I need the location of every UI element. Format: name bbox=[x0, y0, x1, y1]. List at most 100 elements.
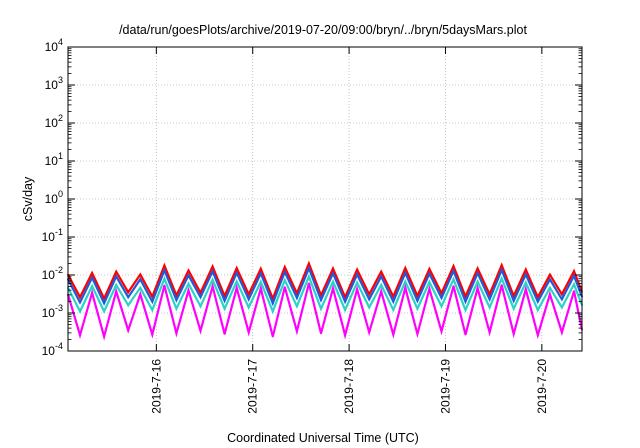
series-4-point bbox=[332, 287, 334, 290]
chart-title: /data/run/goesPlots/archive/2019-07-20/0… bbox=[119, 23, 527, 37]
series-4-point bbox=[392, 333, 395, 336]
series-1-point bbox=[139, 273, 142, 276]
series-2-point bbox=[548, 278, 551, 281]
series-4-point bbox=[536, 334, 539, 337]
series-1-point bbox=[308, 262, 310, 265]
series-3-point bbox=[392, 309, 395, 311]
series-4-point bbox=[440, 330, 443, 333]
series-4-point bbox=[115, 290, 118, 293]
series-2-point bbox=[380, 275, 383, 278]
series-1-point bbox=[452, 265, 455, 268]
series-3-point bbox=[127, 304, 130, 307]
series-3-point bbox=[187, 282, 190, 285]
series-1-line bbox=[67, 260, 584, 302]
y-tick-label: 10-3 bbox=[42, 303, 63, 320]
series-1-point bbox=[561, 293, 563, 296]
series-4-point bbox=[428, 288, 431, 290]
series-1-point bbox=[404, 267, 407, 269]
series-4-point bbox=[488, 331, 491, 334]
series-3-point bbox=[440, 305, 443, 308]
series-4-point bbox=[223, 333, 226, 335]
series-4-point bbox=[283, 286, 286, 289]
x-axis-label: Coordinated Universal Time (UTC) bbox=[227, 431, 419, 445]
series-2-point bbox=[428, 272, 431, 275]
series-3-point bbox=[295, 305, 298, 308]
series-3-point bbox=[271, 310, 274, 313]
series-3-point bbox=[452, 278, 455, 281]
y-axis-label: cSv/day bbox=[21, 176, 35, 221]
series-2-point bbox=[308, 267, 310, 270]
x-tick-label: 2019-7-16 bbox=[149, 359, 163, 414]
series-4-point bbox=[199, 329, 202, 332]
series-1-point bbox=[283, 266, 286, 269]
series-3-point bbox=[332, 280, 334, 283]
series-1-point bbox=[247, 293, 250, 296]
series-4-point bbox=[320, 332, 322, 335]
series-2-point bbox=[175, 299, 178, 301]
series-2-point bbox=[416, 299, 419, 302]
series-4-line bbox=[66, 282, 584, 341]
series-1-point bbox=[235, 267, 238, 269]
series-3-point bbox=[247, 306, 250, 309]
series-4-point bbox=[308, 282, 310, 285]
series-2-point bbox=[332, 272, 334, 275]
series-3-point bbox=[512, 307, 515, 310]
series-1-point bbox=[151, 295, 154, 298]
series-3-point bbox=[163, 277, 166, 280]
series-4-point bbox=[127, 329, 130, 332]
series-3-point bbox=[500, 277, 503, 280]
series-3-point bbox=[175, 307, 178, 310]
series-1-point bbox=[476, 267, 479, 270]
series-2-point bbox=[283, 270, 286, 273]
series-3-point bbox=[368, 306, 371, 309]
series-2-point bbox=[139, 278, 142, 281]
series-4-point bbox=[187, 289, 190, 292]
series-2-point bbox=[247, 298, 250, 301]
series-2-point bbox=[344, 300, 346, 303]
series-1-point bbox=[548, 273, 551, 276]
series-1-point bbox=[295, 292, 298, 295]
series-1-point bbox=[380, 270, 383, 273]
series-1-point bbox=[428, 268, 431, 270]
series-3-point bbox=[536, 309, 539, 311]
series-1-point bbox=[500, 264, 503, 267]
x-tick-label: 2019-7-19 bbox=[438, 359, 452, 414]
series-1-point bbox=[79, 296, 81, 299]
series-2-point bbox=[464, 300, 467, 303]
series-2-point bbox=[103, 302, 106, 305]
series-2-point bbox=[259, 272, 262, 275]
series-1-point bbox=[344, 296, 346, 299]
plot-frame bbox=[67, 46, 583, 352]
series-1-point bbox=[259, 267, 262, 270]
y-tick-label: 104 bbox=[45, 37, 63, 54]
series-1-point bbox=[91, 272, 93, 274]
series-1-point bbox=[199, 291, 202, 294]
series-2-point bbox=[235, 271, 238, 274]
series-3-point bbox=[283, 279, 286, 282]
series-1-point bbox=[163, 264, 166, 267]
series-2-point bbox=[404, 271, 407, 274]
series-4-point bbox=[548, 293, 551, 296]
series-3-point bbox=[199, 305, 202, 308]
series-2-point bbox=[512, 299, 515, 302]
series-4-point bbox=[452, 285, 455, 288]
x-tick-label: 2019-7-20 bbox=[535, 359, 549, 414]
x-tick-label: 2019-7-18 bbox=[342, 359, 356, 414]
series-4-point bbox=[344, 334, 346, 337]
series-4-point bbox=[175, 332, 178, 335]
series-1-point bbox=[115, 270, 118, 273]
series-4-point bbox=[211, 285, 214, 288]
series-1-point bbox=[175, 294, 178, 297]
series-2-point bbox=[368, 298, 371, 301]
series-4-point bbox=[79, 334, 81, 337]
series-3-point bbox=[151, 309, 154, 311]
series-4-point bbox=[295, 330, 298, 333]
series-3-point bbox=[320, 307, 322, 310]
series-3-point bbox=[139, 286, 142, 289]
series-4-point bbox=[247, 331, 250, 334]
series-4-point bbox=[464, 333, 467, 336]
series-3-line bbox=[67, 273, 584, 315]
series-2-point bbox=[151, 300, 154, 303]
y-tick-label: 10-2 bbox=[42, 265, 63, 282]
series-1-point bbox=[223, 295, 226, 297]
